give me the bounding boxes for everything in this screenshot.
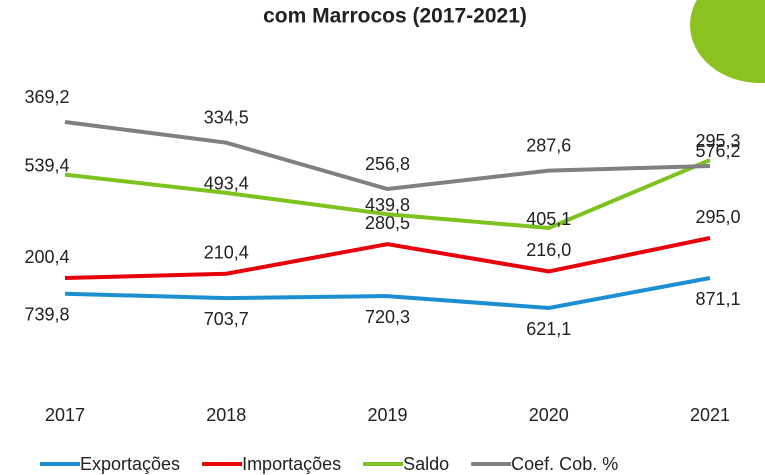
- data-label: 703,7: [204, 309, 249, 329]
- series-line: [64, 276, 711, 311]
- data-label: 739,8: [24, 305, 69, 325]
- data-label: 871,1: [695, 289, 740, 309]
- data-label: 287,6: [526, 135, 571, 155]
- series-line: [64, 236, 711, 280]
- data-label: 210,4: [204, 243, 249, 263]
- data-label: 621,1: [526, 319, 571, 339]
- series-line: [64, 158, 711, 231]
- series-line: [64, 120, 711, 192]
- data-label: 369,2: [24, 87, 69, 107]
- data-label: 280,5: [365, 213, 410, 233]
- data-label: 439,8: [365, 195, 410, 215]
- data-label: 295,0: [695, 207, 740, 227]
- x-tick-label: 2017: [45, 405, 85, 425]
- data-label: 576,2: [695, 141, 740, 161]
- decoration-circle: [690, 0, 765, 83]
- x-tick-label: 2019: [367, 405, 407, 425]
- data-label: 216,0: [526, 240, 571, 260]
- data-label: 493,4: [204, 174, 249, 194]
- data-label: 405,1: [526, 209, 571, 229]
- data-label: 295,3: [695, 131, 740, 151]
- legend-label: Importações: [242, 454, 341, 474]
- x-tick-label: 2021: [690, 405, 730, 425]
- x-tick-label: 2018: [206, 405, 246, 425]
- legend-label: Coef. Cob. %: [511, 454, 618, 474]
- data-label: 720,3: [365, 307, 410, 327]
- data-label: 334,5: [204, 107, 249, 127]
- data-label: 256,8: [365, 154, 410, 174]
- legend-label: Exportações: [80, 454, 180, 474]
- data-label: 539,4: [24, 155, 69, 175]
- data-label: 200,4: [24, 247, 69, 267]
- x-tick-label: 2020: [529, 405, 569, 425]
- chart-title: com Marrocos (2017-2021): [263, 5, 527, 28]
- legend-label: Saldo: [403, 454, 449, 474]
